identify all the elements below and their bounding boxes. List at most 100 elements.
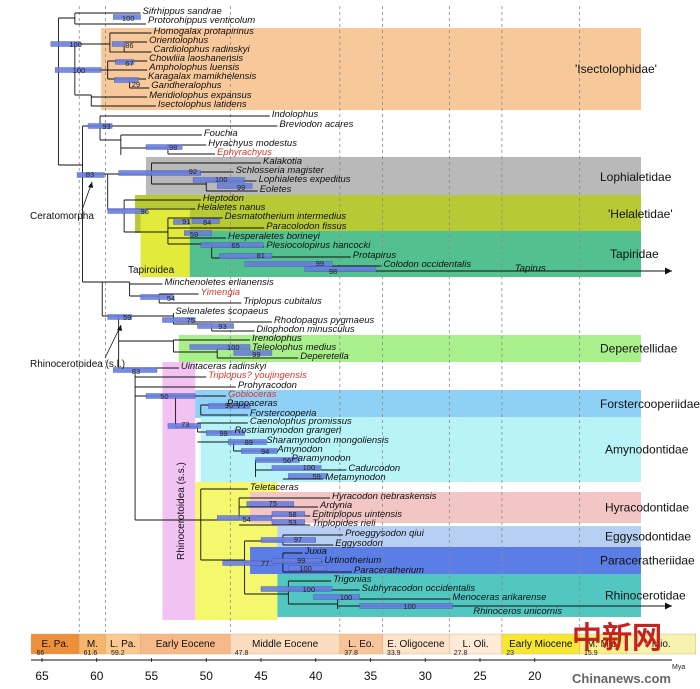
taxon-label: Teleolophus medius: [252, 342, 336, 353]
epoch-boundary-age: 33.9: [387, 650, 401, 657]
bootstrap-value: 54: [167, 294, 175, 303]
callout-arrowhead: [88, 182, 93, 188]
family-label: Tapiridae: [610, 247, 659, 261]
node-age-bar: [107, 314, 132, 320]
axis-tick-label: 30: [419, 669, 433, 683]
node-age-bar: [313, 594, 360, 600]
family-label: Amynodontidae: [605, 443, 689, 457]
family-box: [101, 28, 641, 110]
bootstrap-value: 53: [288, 518, 296, 527]
tapirus-arrowhead: [665, 267, 672, 275]
node-age-bar: [206, 430, 245, 436]
taxon-label: Juxia: [304, 546, 327, 557]
epoch-boundary-age: 59.2: [111, 650, 125, 657]
node-age-bar: [271, 465, 322, 471]
callout-arrowhead: [117, 325, 122, 331]
node-age-bar: [54, 67, 102, 73]
superfamily-band: [162, 362, 196, 620]
bootstrap-value: 99: [237, 183, 245, 192]
epoch-boundary-age: 15.9: [584, 650, 598, 657]
bootstrap-value: 100: [122, 14, 135, 23]
rhinocerotoidea-label: Rhinocerotoidea (s.l.): [30, 359, 125, 370]
epoch-label: Mio.: [652, 639, 671, 650]
taxon-label: Hyrachyus modestus: [208, 138, 297, 149]
family-label: Rhinocerotidae: [605, 589, 686, 603]
bootstrap-value: 59: [190, 230, 198, 239]
bootstrap-value: 50: [160, 392, 168, 401]
taxon-label: Ardynia: [319, 500, 352, 511]
taxon-label: Chowliia laoshanensis: [149, 53, 243, 64]
bootstrap-value: 91: [182, 217, 190, 226]
family-label: Forstercooperiidae: [600, 397, 700, 411]
epoch-label: L. Pa.: [110, 639, 136, 650]
epoch-label: L. Oli.: [463, 639, 489, 650]
bootstrap-value: 73: [181, 420, 189, 429]
taxon-label: Schlosseria magister: [236, 165, 325, 176]
epoch-label: Early Eocene: [156, 639, 216, 650]
epoch-boundary-age: 37.8: [344, 650, 358, 657]
taxon-label: Teletaceras: [250, 482, 299, 493]
taxon-label: Paramynodon: [291, 453, 350, 464]
taxon-label: Proeggysodon qiui: [345, 528, 425, 539]
taxon-label: Eoletes: [260, 184, 292, 195]
taxon-label: Breviodon acares: [279, 119, 353, 130]
watermark-english: Chinanews.com: [572, 671, 671, 686]
taxon-label: Paracolodon fissus: [266, 221, 347, 232]
bootstrap-value: 100: [303, 585, 316, 594]
family-label: Lophialetidae: [600, 170, 672, 184]
node-age-bar: [260, 537, 316, 543]
node-age-bar: [167, 423, 201, 429]
axis-tick-label: 45: [254, 669, 268, 683]
bootstrap-value: 100: [73, 66, 86, 75]
node-age-bar: [112, 14, 141, 20]
bootstrap-value: 100: [69, 40, 82, 49]
node-age-bar: [184, 230, 212, 236]
taxon-label: Rhodopagus pygmaeus: [274, 315, 375, 326]
node-age-bar: [271, 519, 306, 525]
taxon-label: Deperetella: [300, 351, 349, 362]
taxon-label: Prohyracodon: [238, 380, 297, 391]
family-box: [135, 195, 641, 233]
taxon-label: Eggysodon: [335, 538, 383, 549]
taxon-label: Protorohippus venticolum: [148, 15, 255, 26]
node-age-bar: [192, 177, 245, 183]
taxon-label: Yimengia: [201, 287, 240, 298]
node-age-bar: [87, 123, 113, 129]
node-age-bar: [244, 261, 333, 267]
taxon-label: Metamynodon: [325, 472, 385, 483]
taxon-label: Forstercooperia: [250, 408, 317, 419]
epoch-boundary-age: 27.8: [454, 650, 468, 657]
node-age-bar: [76, 172, 105, 178]
epoch-label: M. Mio.: [587, 639, 620, 650]
node-age-bar: [219, 253, 273, 259]
ceratomorpha-label: Ceratomorpha: [30, 211, 94, 222]
node-age-bar: [288, 565, 327, 571]
watermark-chinese: 中新网: [572, 622, 662, 655]
taxon-label: Rostriamynodon grangeri: [235, 425, 343, 436]
taxon-label: Kalakotia: [263, 156, 302, 167]
superfamily-label: Tapiroidea: [128, 265, 175, 276]
bootstrap-value: 89: [245, 438, 253, 447]
taxon-label: Rhinoceros unicornis: [473, 606, 562, 617]
taxon-label: Minchenoletes erlianensis: [164, 277, 274, 288]
node-age-bar: [271, 511, 306, 517]
taxon-label: Pappaceras: [227, 398, 278, 409]
family-label: 'Isectolophidae': [575, 62, 657, 76]
axis-tick-label: 35: [364, 669, 378, 683]
node-age-bar: [271, 558, 322, 564]
axis-tick-label: 20: [528, 669, 542, 683]
bootstrap-value: 99: [252, 350, 260, 359]
epoch-label: L. Eo.: [348, 639, 374, 650]
taxon-label: Ampholophus luensis: [148, 62, 240, 73]
axis-tick-label: 65: [35, 669, 49, 683]
taxon-label: Caenolophus promissus: [250, 416, 352, 427]
epoch-boundary-age: 47.8: [235, 650, 249, 657]
taxon-label: Ephyrachyus: [217, 147, 272, 158]
taxon-label: Orientolophus: [149, 35, 208, 46]
epoch-cell: [626, 633, 696, 655]
bootstrap-value: 99: [297, 556, 305, 565]
taxon-label: Triplopides rieli: [312, 518, 376, 529]
taxon-label: Homogalax protapirinus: [154, 26, 255, 37]
